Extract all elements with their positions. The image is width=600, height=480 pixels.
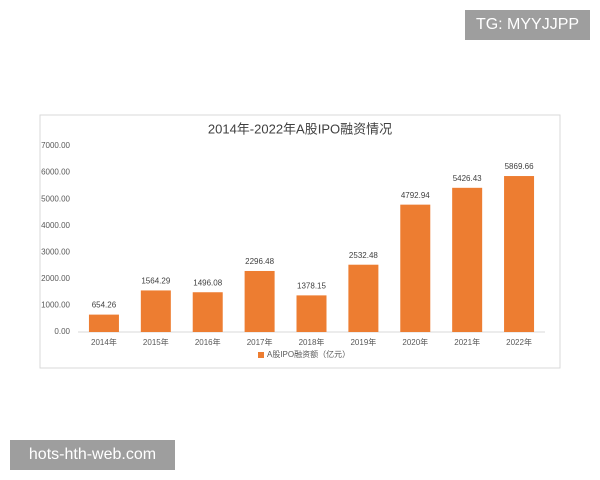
- y-tick-label: 1000.00: [41, 301, 70, 310]
- bar: [192, 292, 223, 332]
- x-tick-label: 2021年: [454, 337, 480, 347]
- data-label: 1496.08: [193, 278, 222, 287]
- data-label: 1378.15: [297, 281, 326, 290]
- legend-label: A股IPO融资额（亿元）: [267, 349, 350, 359]
- x-tick-label: 2022年: [506, 337, 532, 347]
- data-label: 1564.29: [141, 277, 170, 286]
- x-tick-label: 2017年: [247, 337, 273, 347]
- y-tick-label: 6000.00: [41, 168, 70, 177]
- data-label: 2296.48: [245, 257, 274, 266]
- watermark-tag: TG: MYYJJPP: [465, 10, 590, 40]
- bar: [348, 264, 379, 332]
- data-label: 5426.43: [453, 174, 482, 183]
- data-label: 4792.94: [401, 191, 430, 200]
- y-tick-label: 0.00: [54, 327, 70, 336]
- x-tick-label: 2016年: [195, 337, 221, 347]
- y-tick-label: 5000.00: [41, 194, 70, 203]
- data-label: 5869.66: [505, 162, 534, 171]
- y-tick-label: 7000.00: [41, 141, 70, 150]
- watermark-tag: hots-hth-web.com: [10, 440, 175, 470]
- x-tick-label: 2014年: [91, 337, 117, 347]
- y-tick-label: 3000.00: [41, 247, 70, 256]
- legend-swatch: [258, 352, 264, 358]
- x-tick-label: 2019年: [350, 337, 376, 347]
- y-tick-label: 4000.00: [41, 221, 70, 230]
- x-tick-label: 2018年: [299, 337, 325, 347]
- y-tick-label: 2000.00: [41, 274, 70, 283]
- bar: [88, 314, 119, 332]
- bar: [296, 295, 327, 332]
- bar: [140, 290, 171, 332]
- bar: [244, 270, 275, 332]
- bar: [400, 204, 431, 332]
- data-label: 654.26: [92, 301, 117, 310]
- bar: [452, 187, 483, 332]
- bar: [504, 176, 535, 332]
- chart-title: 2014年-2022年A股IPO融资情况: [208, 121, 392, 136]
- x-tick-label: 2020年: [402, 337, 428, 347]
- data-label: 2532.48: [349, 251, 378, 260]
- x-tick-label: 2015年: [143, 337, 169, 347]
